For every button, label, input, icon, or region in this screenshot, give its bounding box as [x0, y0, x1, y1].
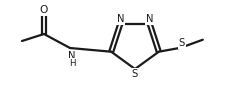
Text: N: N	[146, 14, 154, 24]
Text: O: O	[40, 5, 48, 15]
Text: S: S	[179, 38, 185, 48]
Text: N: N	[68, 51, 76, 61]
Text: N: N	[117, 14, 124, 24]
Text: H: H	[69, 58, 75, 67]
Text: S: S	[132, 69, 138, 79]
